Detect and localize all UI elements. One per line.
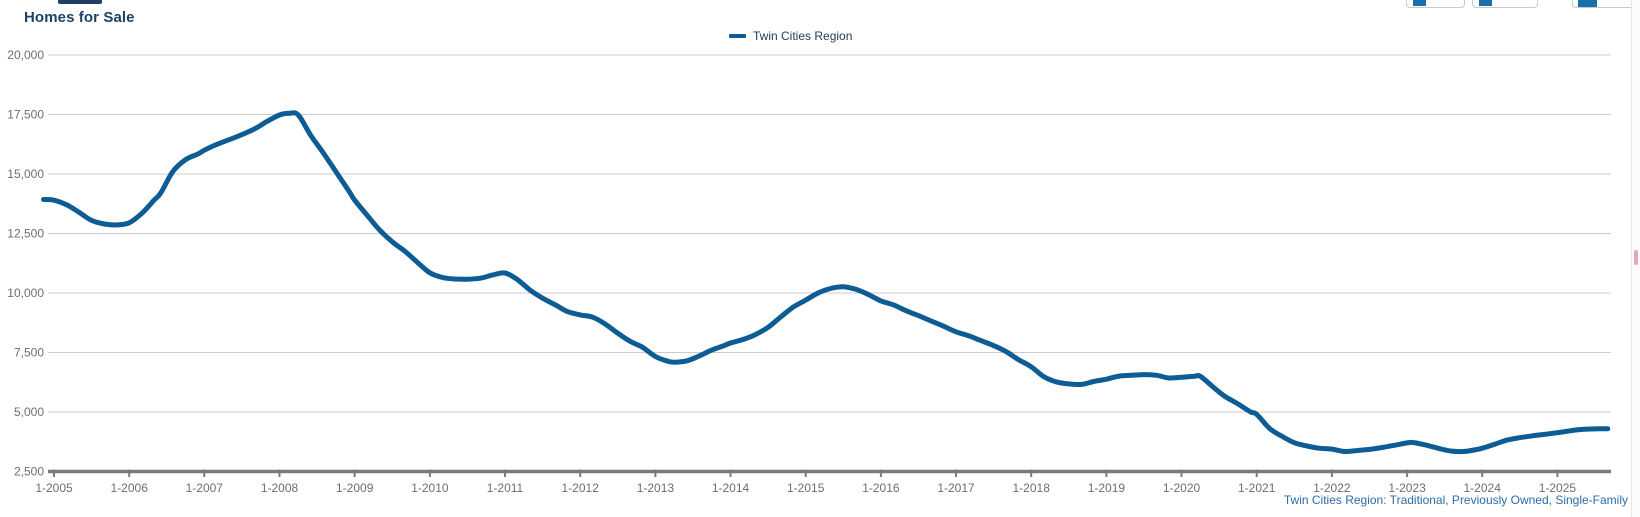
svg-text:1-2018: 1-2018: [1013, 481, 1051, 495]
scrollbar-thumb[interactable]: [1634, 250, 1638, 265]
chart-tool-icon-active: [1578, 0, 1597, 7]
gridlines: [48, 54, 1611, 413]
svg-text:1-2012: 1-2012: [562, 481, 600, 495]
svg-text:1-2022: 1-2022: [1313, 481, 1351, 495]
svg-text:1-2019: 1-2019: [1088, 481, 1126, 495]
svg-text:1-2021: 1-2021: [1238, 481, 1276, 495]
svg-text:20,000: 20,000: [7, 48, 44, 62]
vertical-scrollbar[interactable]: [1631, 0, 1640, 517]
svg-text:1-2023: 1-2023: [1388, 481, 1426, 495]
series-color-swatch: [729, 34, 746, 38]
legend-item-twin-cities-region[interactable]: Twin Cities Region: [729, 29, 852, 43]
y-axis-labels: 20,000 17,500 15,000 12,500 10,000 7,500 5,000…: [7, 48, 44, 479]
svg-text:1-2014: 1-2014: [712, 481, 750, 495]
page-title: Homes for Sale: [24, 9, 135, 26]
svg-text:7,500: 7,500: [14, 346, 44, 360]
svg-text:1-2013: 1-2013: [637, 481, 675, 495]
svg-text:10,000: 10,000: [7, 286, 44, 300]
legend-label: Twin Cities Region: [753, 29, 853, 43]
svg-text:2,500: 2,500: [14, 465, 44, 479]
chart-tool-icon: [1479, 0, 1492, 6]
toolbar-button-1[interactable]: [1406, 0, 1465, 8]
svg-text:1-2009: 1-2009: [336, 481, 374, 495]
cropped-overlay-fragment: [58, 0, 102, 4]
x-axis-labels: 1-2005 1-2006 1-2007 1-2008 1-2009 1-2010 1-20…: [35, 481, 1576, 495]
x-axis: [48, 469, 1611, 477]
svg-text:15,000: 15,000: [7, 167, 44, 181]
svg-text:1-2006: 1-2006: [111, 481, 149, 495]
svg-text:1-2007: 1-2007: [186, 481, 224, 495]
svg-text:12,500: 12,500: [7, 227, 44, 241]
svg-text:1-2010: 1-2010: [411, 481, 449, 495]
svg-text:1-2016: 1-2016: [862, 481, 900, 495]
footer-note: Twin Cities Region: Traditional, Previou…: [1283, 493, 1628, 507]
chart-tool-icon: [1413, 0, 1426, 6]
svg-text:1-2005: 1-2005: [35, 481, 73, 495]
svg-text:1-2015: 1-2015: [787, 481, 825, 495]
svg-text:1-2024: 1-2024: [1464, 481, 1502, 495]
svg-text:1-2011: 1-2011: [487, 481, 524, 495]
svg-text:1-2025: 1-2025: [1539, 481, 1577, 495]
toolbar-button-2[interactable]: [1472, 0, 1538, 8]
svg-text:1-2008: 1-2008: [261, 481, 299, 495]
svg-text:1-2017: 1-2017: [937, 481, 975, 495]
svg-text:5,000: 5,000: [14, 405, 44, 419]
svg-text:17,500: 17,500: [7, 108, 44, 122]
svg-text:1-2020: 1-2020: [1163, 481, 1201, 495]
series-line-twin-cities-region[interactable]: [41, 110, 1611, 455]
